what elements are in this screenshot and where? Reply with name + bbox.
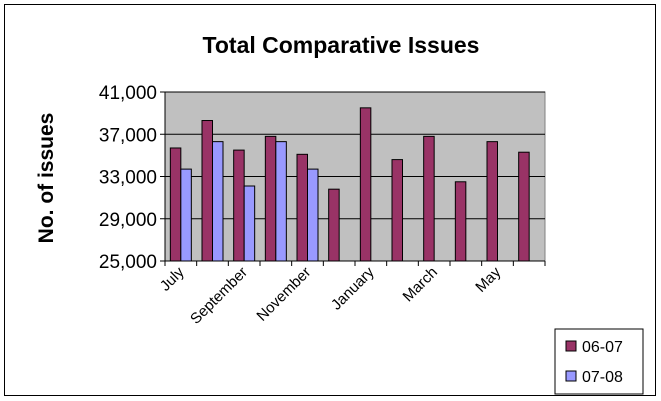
plot-area: 25,000 29,000 33,000 37,000 41,000 July Septem… bbox=[99, 83, 546, 328]
bar-07-08 bbox=[307, 168, 319, 262]
bar-06-07 bbox=[264, 135, 277, 262]
bar-06-07 bbox=[518, 151, 530, 262]
bar-06-07 bbox=[423, 135, 435, 262]
x-tick-label: January bbox=[328, 263, 378, 313]
y-axis-title: No. of issues bbox=[35, 113, 58, 244]
legend-label-06-07: 06-07 bbox=[582, 339, 623, 356]
y-tick-label: 25,000 bbox=[99, 252, 157, 273]
x-tick-label: May bbox=[472, 263, 504, 295]
y-tick-label: 33,000 bbox=[99, 168, 157, 189]
bar-06-07 bbox=[454, 181, 467, 262]
bar-06-07 bbox=[169, 147, 182, 262]
y-tick-label: 41,000 bbox=[99, 83, 157, 104]
legend-swatch-07-08 bbox=[565, 370, 577, 382]
bar-06-07 bbox=[391, 159, 403, 262]
legend-label-07-08: 07-08 bbox=[582, 369, 623, 386]
bar-06-07 bbox=[296, 153, 308, 262]
x-tick-label: March bbox=[399, 264, 440, 305]
bar-07-08 bbox=[180, 168, 192, 262]
bar-06-07 bbox=[233, 149, 245, 262]
legend-swatch-06-07 bbox=[565, 340, 577, 352]
chart-title: Total Comparative Issues bbox=[203, 32, 480, 58]
bar-06-07 bbox=[201, 120, 213, 262]
y-tick-label: 29,000 bbox=[99, 210, 157, 231]
x-tick-label: November bbox=[253, 264, 314, 325]
bar-07-08 bbox=[212, 141, 224, 262]
x-tick-label: July bbox=[157, 263, 188, 294]
x-tick-label: September bbox=[187, 264, 251, 328]
bar-06-07 bbox=[486, 141, 498, 262]
bar-06-07 bbox=[359, 107, 372, 262]
bar-chart: Total Comparative Issues No. of issues 2… bbox=[35, 32, 644, 395]
y-tick-label: 37,000 bbox=[99, 125, 157, 146]
legend: 06-07 07-08 bbox=[554, 328, 644, 395]
bar-06-07 bbox=[328, 188, 340, 262]
bar-07-08 bbox=[275, 141, 287, 262]
legend-box bbox=[554, 328, 644, 395]
chart-area: Total Comparative Issues No. of issues 2… bbox=[4, 4, 656, 396]
bar-07-08 bbox=[243, 185, 256, 262]
